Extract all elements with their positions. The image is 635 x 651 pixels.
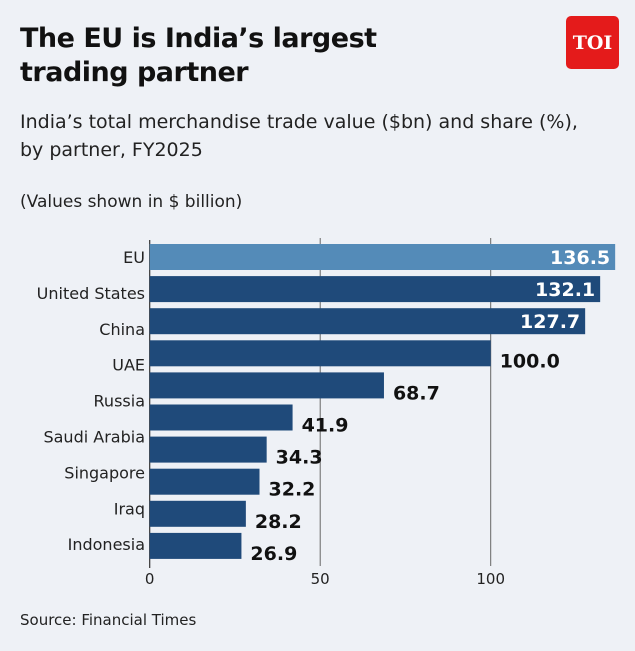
bar [149,532,242,559]
value-label: 26.9 [250,543,297,565]
bar [149,276,601,303]
chart-subtitle: India’s total merchandise trade value ($… [20,111,578,161]
value-label: 68.7 [393,382,440,404]
value-label: 28.2 [255,511,302,533]
bar [149,500,246,527]
logo-text: TOI [572,31,613,54]
x-tick-label: 50 [311,570,330,588]
category-label: UAE [112,356,145,375]
value-label: 41.9 [302,415,349,437]
category-label: China [99,320,145,339]
category-label: United States [37,284,145,303]
chart-title: The EU is India’s largest trading partne… [20,23,377,88]
category-label: Iraq [114,499,145,518]
value-label: 136.5 [550,247,610,269]
source-note: Source: Financial Times [20,611,197,629]
category-label: Singapore [64,463,145,482]
value-label: 127.7 [520,311,580,333]
category-label: Russia [94,392,145,411]
value-label: 132.1 [535,279,595,301]
category-label: EU [123,248,145,267]
bar [149,404,293,431]
units-note: (Values shown in $ billion) [20,192,243,212]
x-tick-label: 100 [476,570,505,588]
value-label: 34.3 [276,447,323,469]
bar [149,436,267,463]
value-label: 32.2 [269,479,316,501]
category-label: Saudi Arabia [43,428,145,447]
toi-logo: TOI [566,16,619,69]
bar [149,308,586,335]
bar [149,244,616,270]
bar [149,468,260,495]
category-label: Indonesia [68,535,145,554]
bar [149,372,384,399]
value-label: 100.0 [500,350,560,372]
bar [149,340,491,367]
x-tick-label: 0 [145,570,155,588]
